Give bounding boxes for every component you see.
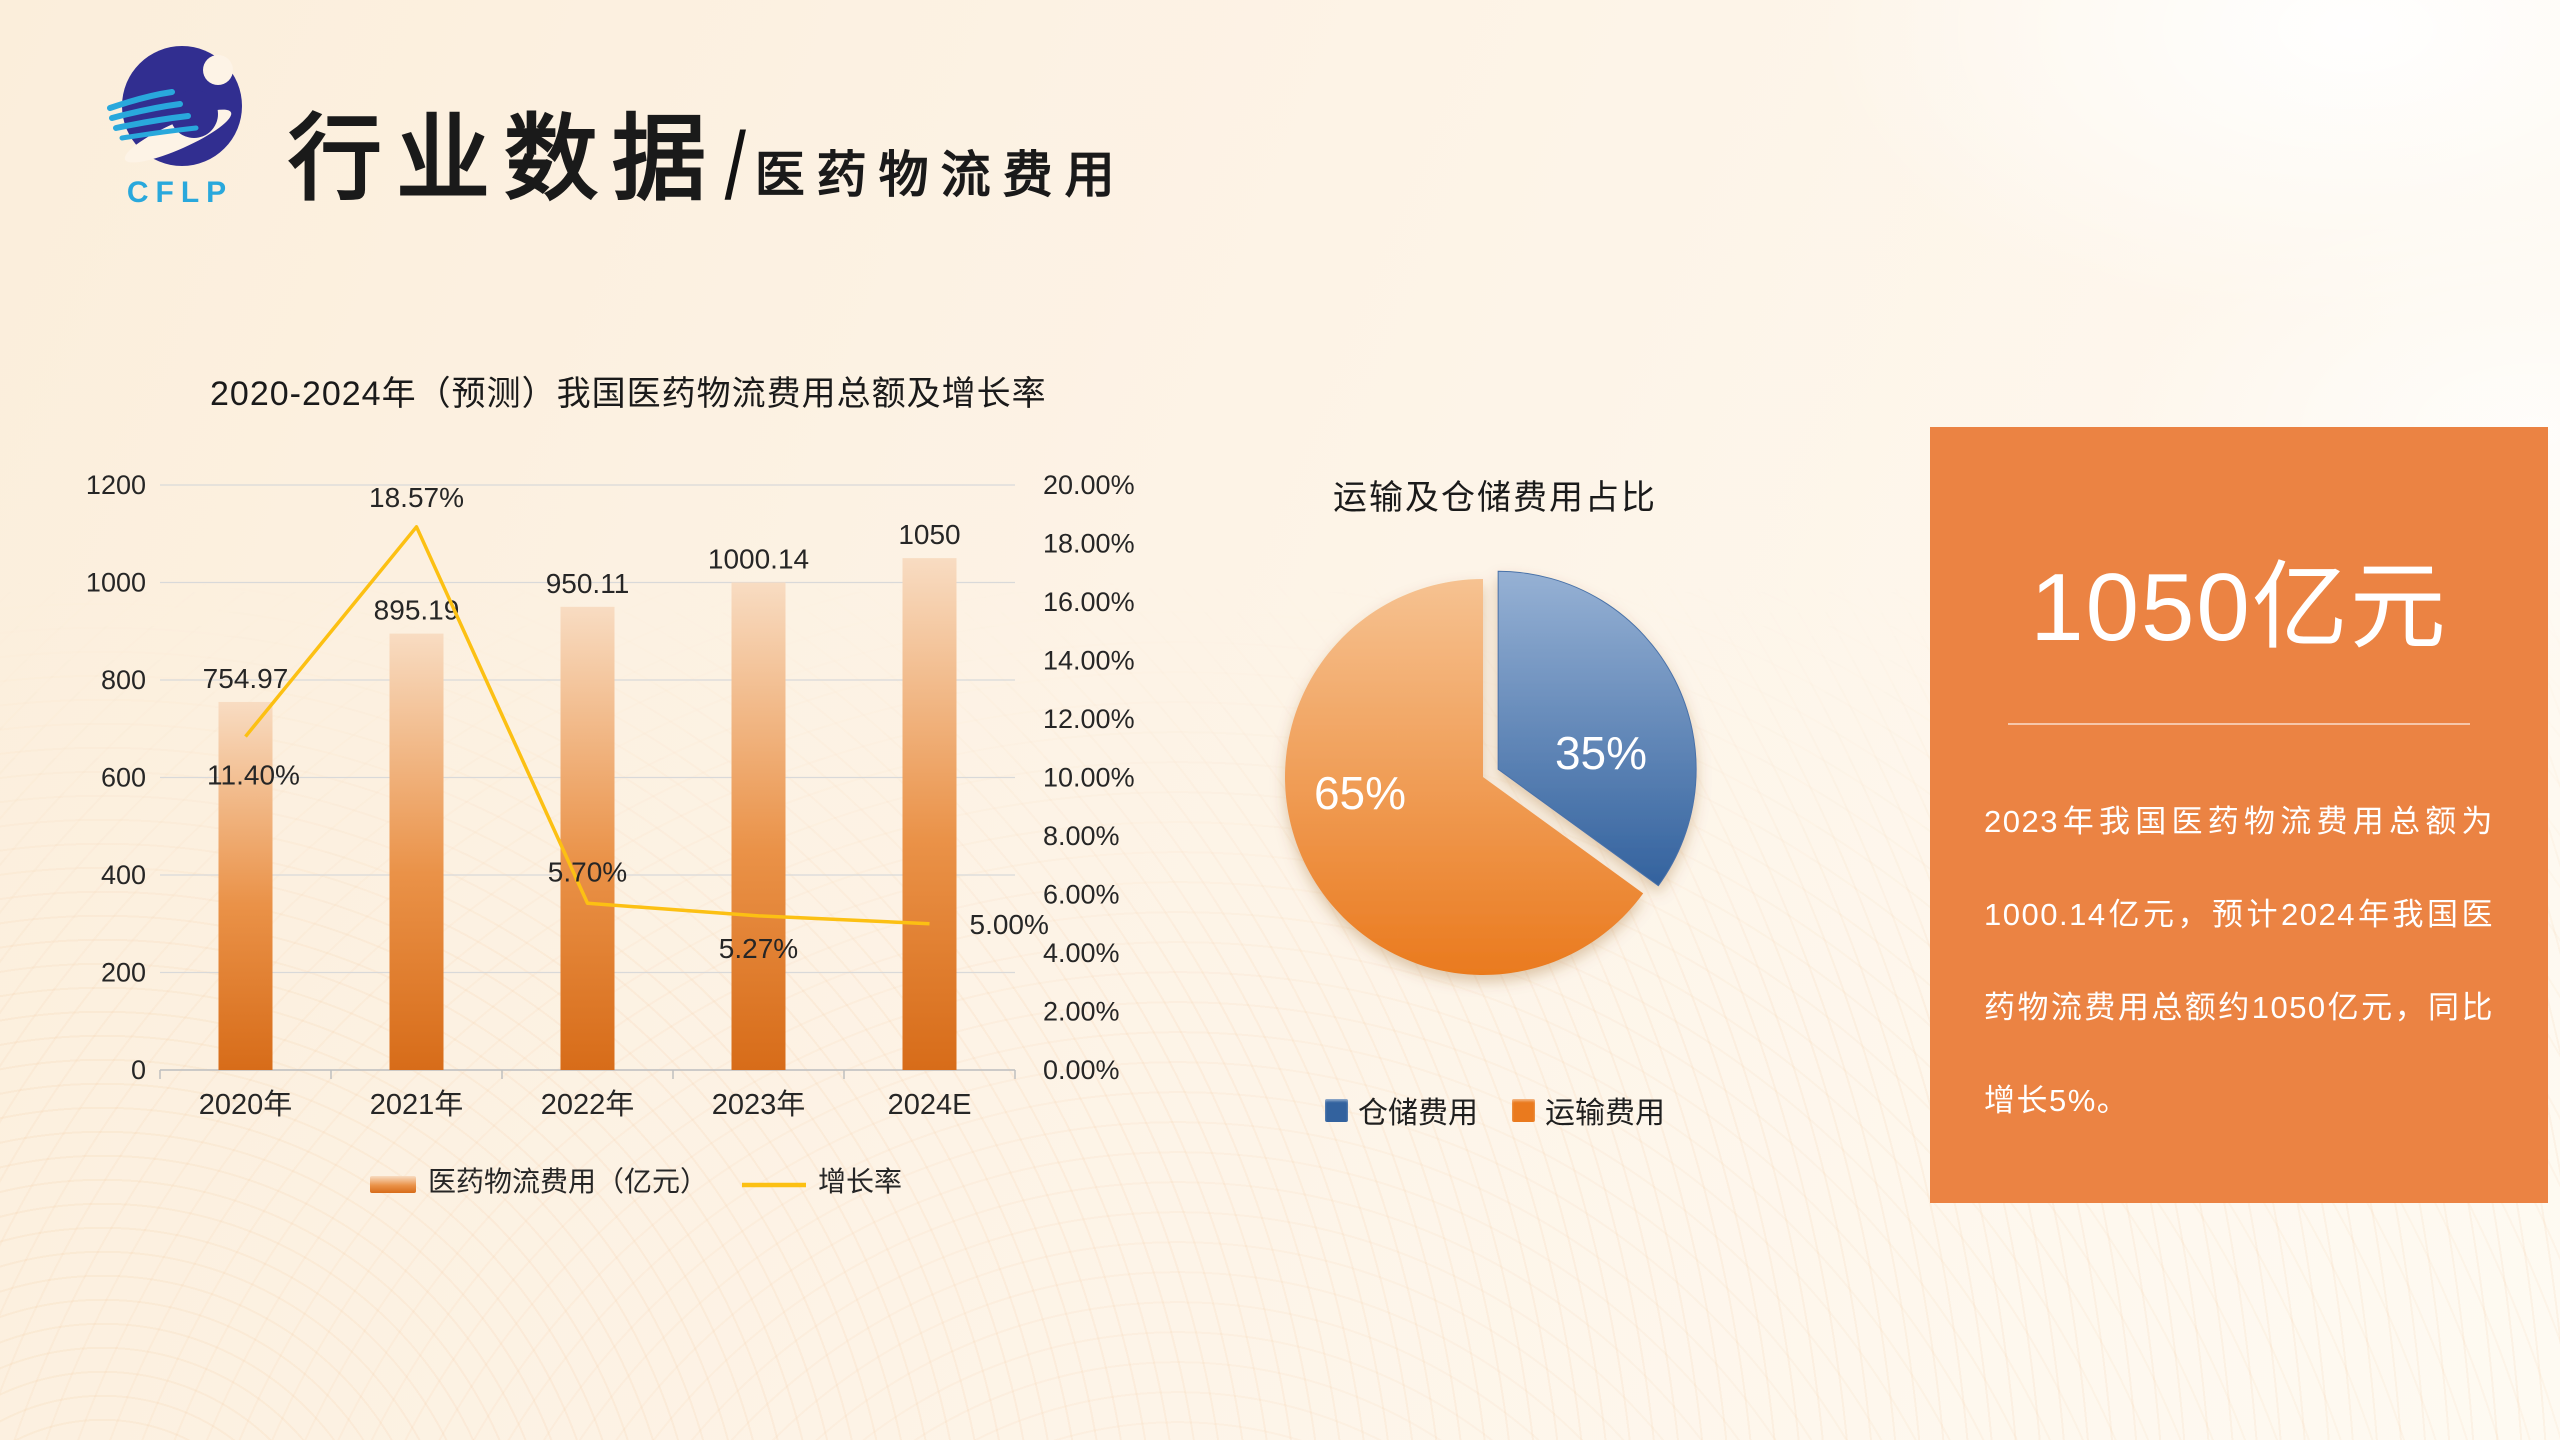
header: CFLP 行业数据 / 医药物流费用 — [100, 40, 1127, 220]
svg-text:895.19: 895.19 — [374, 595, 460, 626]
svg-text:2.00%: 2.00% — [1043, 997, 1120, 1027]
info-card-divider — [2008, 722, 2470, 725]
svg-text:600: 600 — [101, 763, 146, 793]
page-title: 行业数据 — [288, 106, 721, 211]
pie-legend-item-transport: 运输费用 — [1512, 1088, 1665, 1132]
svg-text:35%: 35% — [1555, 727, 1647, 779]
svg-text:11.40%: 11.40% — [207, 760, 300, 791]
svg-text:20.00%: 20.00% — [1043, 470, 1135, 500]
svg-text:0.00%: 0.00% — [1043, 1055, 1120, 1085]
title-separator: / — [724, 112, 747, 220]
svg-text:4.00%: 4.00% — [1043, 938, 1120, 968]
pie-chart-title: 运输及仓储费用占比 — [1333, 479, 1657, 517]
cflp-logo-icon — [107, 46, 242, 166]
svg-text:200: 200 — [101, 958, 146, 988]
svg-text:2023年: 2023年 — [712, 1088, 806, 1121]
svg-text:2021年: 2021年 — [370, 1088, 464, 1121]
info-card: 1050亿元 2023年我国医药物流费用总额为1000.14亿元，预计2024年… — [1930, 427, 2548, 1203]
legend-swatch-storage — [1325, 1098, 1348, 1122]
svg-text:18.57%: 18.57% — [369, 482, 464, 513]
svg-text:5.70%: 5.70% — [548, 856, 627, 887]
svg-text:1000.14: 1000.14 — [708, 543, 809, 574]
svg-text:1050: 1050 — [898, 519, 960, 550]
combo-chart-section: 2020-2024年（预测）我国医药物流费用总额及增长率 0 200 400 600 8… — [70, 366, 1210, 1240]
svg-text:12.00%: 12.00% — [1043, 704, 1135, 734]
svg-text:2020年: 2020年 — [199, 1088, 293, 1121]
svg-text:14.00%: 14.00% — [1043, 646, 1135, 676]
pie-legend-item-storage: 仓储费用 — [1325, 1088, 1478, 1132]
svg-text:800: 800 — [101, 665, 146, 695]
svg-text:5.00%: 5.00% — [970, 909, 1049, 940]
pie-legend: 仓储费用 运输费用 — [1245, 1088, 1745, 1132]
svg-text:增长率: 增长率 — [818, 1166, 902, 1197]
pie-chart-svg: 35% 65% — [1285, 570, 1697, 975]
svg-text:5.27%: 5.27% — [719, 933, 798, 964]
legend-swatch-transport — [1512, 1098, 1535, 1122]
svg-text:0: 0 — [131, 1055, 146, 1085]
svg-text:10.00%: 10.00% — [1043, 763, 1135, 793]
info-card-headline: 1050亿元 — [2030, 554, 2448, 661]
svg-text:医药物流费用（亿元）: 医药物流费用（亿元） — [428, 1166, 708, 1197]
svg-text:18.00%: 18.00% — [1043, 529, 1135, 559]
svg-text:950.11: 950.11 — [546, 568, 630, 599]
svg-text:1200: 1200 — [86, 470, 146, 500]
combo-chart-svg: 0 200 400 600 800 1000 1200 0.00% 2.00% 4.00% 6.00… — [86, 470, 1135, 1197]
svg-text:754.97: 754.97 — [203, 663, 289, 694]
svg-text:16.00%: 16.00% — [1043, 587, 1135, 617]
pie-chart-section: 运输及仓储费用占比 35% 65% 仓储费用 运输费用 — [1245, 470, 1745, 1132]
legend-label-storage: 仓储费用 — [1358, 1097, 1478, 1130]
svg-text:400: 400 — [101, 860, 146, 890]
svg-text:1000: 1000 — [86, 568, 146, 598]
svg-text:8.00%: 8.00% — [1043, 821, 1120, 851]
logo-text: CFLP — [126, 176, 234, 209]
info-card-body: 2023年我国医药物流费用总额为1000.14亿元，预计2024年我国医药物流费… — [1984, 803, 2494, 1118]
svg-text:6.00%: 6.00% — [1043, 880, 1120, 910]
combo-chart-title: 2020-2024年（预测）我国医药物流费用总额及增长率 — [210, 375, 1047, 413]
page-subtitle: 医药物流费用 — [754, 147, 1127, 203]
legend-label-transport: 运输费用 — [1545, 1097, 1665, 1130]
svg-text:2022年: 2022年 — [541, 1088, 635, 1121]
svg-text:2024E: 2024E — [888, 1089, 972, 1121]
svg-text:65%: 65% — [1314, 767, 1406, 819]
header-logo: CFLP — [100, 40, 260, 210]
